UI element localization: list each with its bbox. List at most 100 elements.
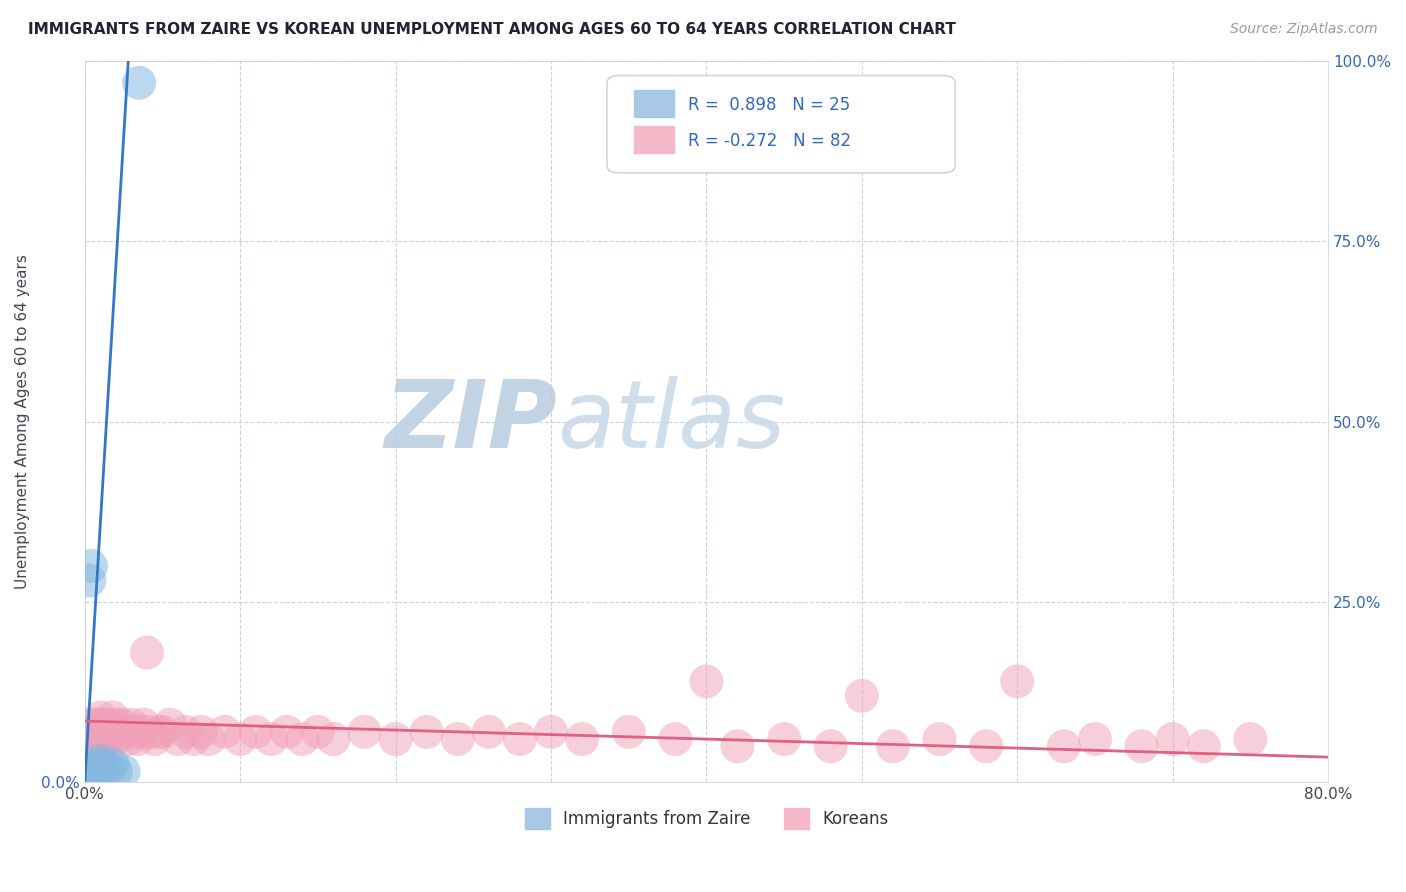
Point: [1192, 739, 1215, 754]
Point: [77, 769, 100, 783]
Point: [79, 768, 101, 782]
Point: [198, 732, 221, 747]
Point: [76, 771, 98, 785]
Point: [76, 772, 98, 786]
Point: [76, 747, 98, 761]
Point: [76, 772, 98, 787]
Point: [322, 732, 344, 747]
Point: [214, 724, 236, 739]
Point: [152, 724, 174, 739]
Point: [83, 717, 105, 731]
Point: [83, 732, 105, 747]
Point: [75, 739, 97, 754]
Point: [83, 766, 105, 780]
Point: [97, 717, 120, 731]
Point: [96, 732, 118, 747]
Point: [79, 739, 101, 754]
Point: [87, 724, 110, 739]
Point: [384, 732, 406, 747]
Point: [291, 732, 314, 747]
Y-axis label: Unemployment Among Ages 60 to 64 years: Unemployment Among Ages 60 to 64 years: [15, 254, 30, 590]
Point: [617, 724, 640, 739]
Point: [79, 724, 101, 739]
Point: [90, 724, 112, 739]
Point: [76, 770, 98, 784]
Point: [87, 757, 110, 772]
Point: [124, 724, 146, 739]
Point: [86, 732, 108, 747]
Point: [851, 689, 873, 703]
Text: Source: ZipAtlas.com: Source: ZipAtlas.com: [1230, 22, 1378, 37]
Point: [100, 732, 122, 747]
Point: [190, 724, 212, 739]
Point: [447, 732, 470, 747]
Point: [695, 674, 717, 689]
Point: [111, 717, 134, 731]
Point: [101, 710, 124, 724]
Point: [98, 724, 121, 739]
Text: IMMIGRANTS FROM ZAIRE VS KOREAN UNEMPLOYMENT AMONG AGES 60 TO 64 YEARS CORRELATI: IMMIGRANTS FROM ZAIRE VS KOREAN UNEMPLOY…: [28, 22, 956, 37]
Point: [97, 761, 120, 775]
Point: [509, 732, 531, 747]
Point: [94, 724, 117, 739]
Point: [80, 747, 103, 761]
Point: [143, 732, 166, 747]
Point: [1007, 674, 1029, 689]
Point: [571, 732, 593, 747]
Point: [104, 732, 127, 747]
FancyBboxPatch shape: [607, 76, 955, 173]
Point: [86, 717, 108, 731]
Point: [104, 717, 127, 731]
Point: [82, 739, 104, 754]
Point: [1130, 739, 1153, 754]
Point: [128, 76, 150, 90]
Point: [129, 724, 152, 739]
Point: [1239, 732, 1261, 747]
Point: [82, 724, 104, 739]
Point: [139, 724, 162, 739]
Point: [82, 770, 104, 784]
Point: [245, 724, 267, 739]
Point: [80, 732, 103, 747]
Point: [76, 732, 98, 747]
Point: [120, 717, 142, 731]
Point: [1053, 739, 1076, 754]
Point: [882, 739, 904, 754]
Point: [148, 724, 170, 739]
Text: R = -0.272   N = 82: R = -0.272 N = 82: [688, 132, 851, 150]
Point: [89, 732, 111, 747]
Point: [820, 739, 842, 754]
Point: [727, 739, 749, 754]
Point: [159, 717, 181, 731]
Point: [1084, 732, 1107, 747]
Point: [229, 732, 252, 747]
Point: [108, 724, 131, 739]
Point: [276, 724, 298, 739]
Point: [93, 764, 115, 779]
Point: [540, 724, 562, 739]
Point: [114, 724, 136, 739]
Point: [82, 768, 104, 782]
Point: [93, 717, 115, 731]
Point: [75, 773, 97, 788]
Point: [127, 732, 149, 747]
Bar: [634, 90, 673, 118]
Point: [89, 710, 111, 724]
Text: atlas: atlas: [557, 376, 786, 467]
Point: [353, 724, 375, 739]
Text: ZIP: ZIP: [384, 376, 557, 467]
Point: [104, 764, 127, 779]
Point: [84, 724, 107, 739]
Point: [974, 739, 997, 754]
Point: [773, 732, 796, 747]
Text: R =  0.898   N = 25: R = 0.898 N = 25: [688, 95, 851, 114]
Point: [112, 764, 135, 779]
Point: [117, 732, 139, 747]
Point: [103, 724, 125, 739]
Point: [132, 717, 155, 731]
Point: [260, 732, 283, 747]
Point: [174, 724, 197, 739]
Point: [135, 646, 157, 660]
Point: [664, 732, 686, 747]
Point: [1161, 732, 1184, 747]
